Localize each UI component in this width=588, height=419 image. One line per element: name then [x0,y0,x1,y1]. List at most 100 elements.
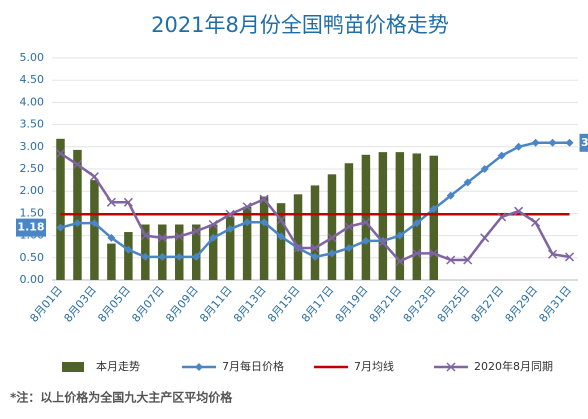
data-label-box [16,218,46,237]
x-tick-label: 8月17日 [299,284,337,325]
bar [208,224,218,280]
point [73,219,82,228]
point [242,202,252,212]
y-tick-label: 5.00 [20,51,45,64]
data-label: 3.09 [581,136,588,149]
legend-marker [195,363,203,371]
bar [124,232,133,280]
point [514,142,523,151]
point [327,249,336,258]
bar [344,163,354,280]
x-tick-label: 8月25日 [435,284,473,325]
point [497,212,507,222]
point [124,245,133,254]
point [412,248,422,258]
data-label: 1.18 [17,221,44,234]
bar [107,243,116,280]
point [361,217,371,227]
point [90,219,99,228]
point [311,252,319,261]
point [225,209,235,219]
point [531,217,541,227]
y-tick-label: 1.50 [20,206,45,219]
point [412,219,421,228]
y-tick-label: 2.50 [20,162,45,175]
footnote: *注：以上价格为全国九大主产区平均价格 [10,390,233,405]
x-tick-label: 8月11日 [197,284,235,325]
point [548,138,557,147]
x-tick-label: 8月05日 [95,284,133,325]
point [107,233,116,242]
point [72,160,82,170]
point [480,233,490,243]
point [548,249,558,259]
y-tick-label: 0.00 [20,273,45,286]
bar [361,154,371,280]
point [141,252,150,261]
point [310,243,320,253]
point [191,226,201,236]
point [226,224,235,233]
point [175,252,184,261]
point [209,233,218,242]
point [208,219,218,230]
bar [429,155,439,280]
bar [242,206,252,280]
point [140,231,150,241]
point [157,233,167,243]
x-tick-label: 8月15日 [265,284,303,325]
point [260,218,269,227]
legend-swatch [62,362,84,372]
legend-marker [446,362,456,372]
chart-title: 2021年8月份全国鸭苗价格走势 [151,13,449,37]
legend-label: 本月走势 [96,359,140,373]
point [344,222,354,232]
x-tick-label: 8月09日 [163,284,201,325]
point [361,236,370,245]
x-tick-label: 8月21日 [367,284,405,325]
point [446,191,455,200]
y-tick-label: 3.00 [20,140,45,153]
point [480,165,489,173]
point [89,172,99,182]
point [378,237,388,247]
legend-label: 7月每日价格 [222,359,284,373]
bar [56,138,65,280]
bar [378,152,388,280]
y-tick-label: 4.00 [20,95,45,108]
point [565,138,574,147]
y-tick-label: 4.50 [20,73,45,86]
point [56,223,65,232]
point [293,243,303,253]
bar [191,224,201,280]
y-tick-label: 0.50 [20,251,45,264]
legend-label: 7月均线 [354,359,394,373]
point [514,206,524,216]
bar [90,180,99,280]
point [446,255,456,265]
bar [395,152,405,280]
bar [225,216,235,280]
x-tick-label: 8月29日 [503,284,541,325]
point [192,252,201,261]
point [55,148,66,158]
point [174,231,184,242]
point [395,256,405,266]
bar [310,185,320,280]
x-tick-label: 8月19日 [333,284,371,325]
x-tick-label: 8月27日 [469,284,507,325]
x-tick-label: 8月23日 [401,284,439,325]
point [277,232,286,241]
point [123,197,133,207]
bar [141,224,150,280]
point [463,178,472,187]
y-tick-label: 3.50 [20,118,45,131]
bar [158,224,167,280]
bar [175,224,184,280]
point [429,248,439,258]
x-tick-label: 8月01日 [27,284,65,325]
y-tick-label: 2.00 [20,184,45,197]
x-tick-label: 8月13日 [231,284,269,325]
x-tick-label: 8月07日 [129,284,167,325]
